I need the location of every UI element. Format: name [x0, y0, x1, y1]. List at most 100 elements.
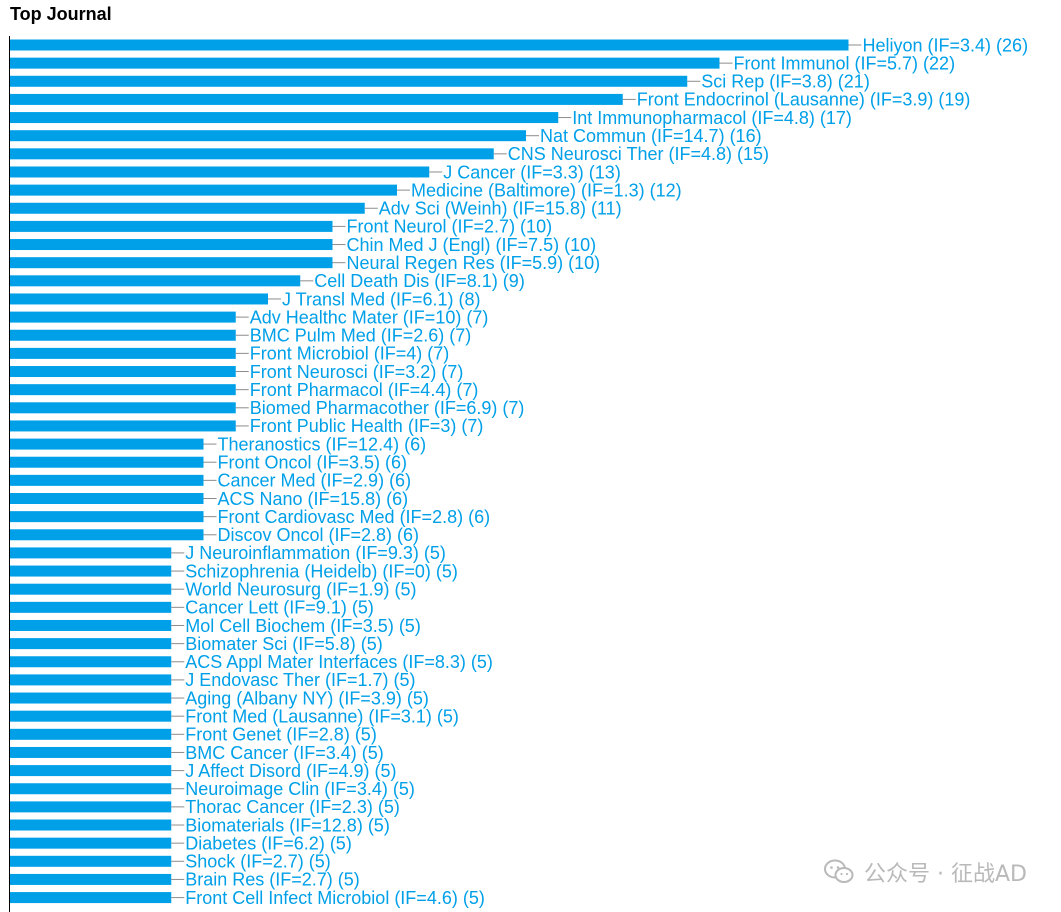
bar	[10, 837, 172, 849]
bar-label: J Transl Med (IF=6.1) (8)	[282, 289, 481, 309]
bar	[10, 529, 204, 541]
bar-label: Brain Res (IF=2.7) (5)	[185, 870, 360, 890]
bar-label: Thorac Cancer (IF=2.3) (5)	[185, 797, 400, 817]
bar	[10, 202, 365, 214]
bar	[10, 184, 397, 196]
bar	[10, 692, 172, 704]
bar	[10, 511, 204, 523]
bar	[10, 474, 204, 486]
bar-label: Cancer Med (IF=2.9) (6)	[218, 471, 412, 491]
bar-label: Front Microbiol (IF=4) (7)	[250, 344, 450, 364]
bar-label: Front Immunol (IF=5.7) (22)	[734, 53, 956, 73]
bar	[10, 547, 172, 559]
bar-label: CNS Neurosci Ther (IF=4.8) (15)	[508, 144, 769, 164]
watermark: 公众号 · 征战AD	[824, 856, 1027, 888]
bar-label: Biomed Pharmacother (IF=6.9) (7)	[250, 398, 525, 418]
bar	[10, 783, 172, 795]
bar-label: ACS Nano (IF=15.8) (6)	[218, 489, 409, 509]
bar-label: J Endovasc Ther (IF=1.7) (5)	[185, 670, 415, 690]
bar	[10, 130, 526, 142]
bar	[10, 728, 172, 740]
bar	[10, 220, 333, 232]
bar	[10, 166, 430, 178]
bar-label: J Cancer (IF=3.3) (13)	[443, 162, 621, 182]
chart-title: Top Journal	[10, 4, 112, 24]
bar-label: Cell Death Dis (IF=8.1) (9)	[314, 271, 525, 291]
bar	[10, 75, 688, 87]
bar-label: Front Neurol (IF=2.7) (10)	[347, 217, 553, 237]
bar-label: Adv Healthc Mater (IF=10) (7)	[250, 307, 489, 327]
connectors-layer	[171, 44, 862, 899]
bar-label: Heliyon (IF=3.4) (26)	[863, 35, 1029, 55]
bar-label: J Affect Disord (IF=4.9) (5)	[185, 761, 396, 781]
bar	[10, 873, 172, 885]
bar	[10, 112, 559, 124]
bar	[10, 257, 333, 269]
bar	[10, 293, 268, 305]
bar-label: Biomaterials (IF=12.8) (5)	[185, 815, 390, 835]
bar	[10, 420, 236, 432]
bar	[10, 347, 236, 359]
bar-label: Nat Commun (IF=14.7) (16)	[540, 126, 762, 146]
bar-label: Theranostics (IF=12.4) (6)	[218, 434, 427, 454]
bar-label: Neural Regen Res (IF=5.9) (10)	[347, 253, 601, 273]
bars-layer	[10, 39, 849, 904]
bar-label: Cancer Lett (IF=9.1) (5)	[185, 598, 374, 618]
bar	[10, 39, 849, 51]
bar	[10, 746, 172, 758]
bar-label: BMC Pulm Med (IF=2.6) (7)	[250, 326, 472, 346]
bar-label: Adv Sci (Weinh) (IF=15.8) (11)	[379, 199, 622, 219]
bar-label: Schizophrenia (Heidelb) (IF=0) (5)	[185, 561, 458, 581]
bar	[10, 801, 172, 813]
bar-label: Int Immunopharmacol (IF=4.8) (17)	[572, 108, 852, 128]
bar	[10, 819, 172, 831]
bar	[10, 402, 236, 414]
bar	[10, 601, 172, 613]
bar	[10, 892, 172, 904]
bar	[10, 239, 333, 251]
bar-label: Shock (IF=2.7) (5)	[185, 852, 331, 872]
wechat-icon	[824, 859, 854, 883]
bar	[10, 329, 236, 341]
bar	[10, 565, 172, 577]
bar	[10, 619, 172, 631]
bar-label: Sci Rep (IF=3.8) (21)	[701, 72, 870, 92]
bar-label: Front Public Health (IF=3) (7)	[250, 416, 484, 436]
bar-label: Neuroimage Clin (IF=3.4) (5)	[185, 779, 415, 799]
bar	[10, 456, 204, 468]
bar-label: Front Genet (IF=2.8) (5)	[185, 725, 377, 745]
bar	[10, 855, 172, 867]
bar	[10, 311, 236, 323]
bar	[10, 366, 236, 378]
bar	[10, 765, 172, 777]
bar	[10, 710, 172, 722]
bar-label: World Neurosurg (IF=1.9) (5)	[185, 580, 416, 600]
labels-layer: Heliyon (IF=3.4) (26)Front Immunol (IF=5…	[185, 35, 1028, 908]
bar-label: Chin Med J (Engl) (IF=7.5) (10)	[347, 235, 597, 255]
bar-label: Front Neurosci (IF=3.2) (7)	[250, 362, 464, 382]
bar-label: Discov Oncol (IF=2.8) (6)	[218, 525, 420, 545]
bar-label: Medicine (Baltimore) (IF=1.3) (12)	[411, 180, 682, 200]
bar	[10, 583, 172, 595]
bar-label: Mol Cell Biochem (IF=3.5) (5)	[185, 616, 421, 636]
bar	[10, 57, 720, 69]
bar	[10, 384, 236, 396]
bar-label: Front Oncol (IF=3.5) (6)	[218, 453, 408, 473]
bar-label: Biomater Sci (IF=5.8) (5)	[185, 634, 383, 654]
bar-label: ACS Appl Mater Interfaces (IF=8.3) (5)	[185, 652, 493, 672]
bar-label: Front Cardiovasc Med (IF=2.8) (6)	[218, 507, 491, 527]
bar	[10, 93, 623, 105]
bar	[10, 275, 301, 287]
bar-label: Diabetes (IF=6.2) (5)	[185, 833, 352, 853]
bar-label: BMC Cancer (IF=3.4) (5)	[185, 743, 384, 763]
watermark-text: 公众号 · 征战AD	[864, 862, 1027, 887]
bar-label: J Neuroinflammation (IF=9.3) (5)	[185, 543, 446, 563]
bar-label: Front Pharmacol (IF=4.4) (7)	[250, 380, 479, 400]
bar	[10, 148, 494, 160]
bar-label: Aging (Albany NY) (IF=3.9) (5)	[185, 688, 429, 708]
bar	[10, 674, 172, 686]
bar	[10, 656, 172, 668]
bar	[10, 638, 172, 650]
bar-label: Front Med (Lausanne) (IF=3.1) (5)	[185, 706, 459, 726]
